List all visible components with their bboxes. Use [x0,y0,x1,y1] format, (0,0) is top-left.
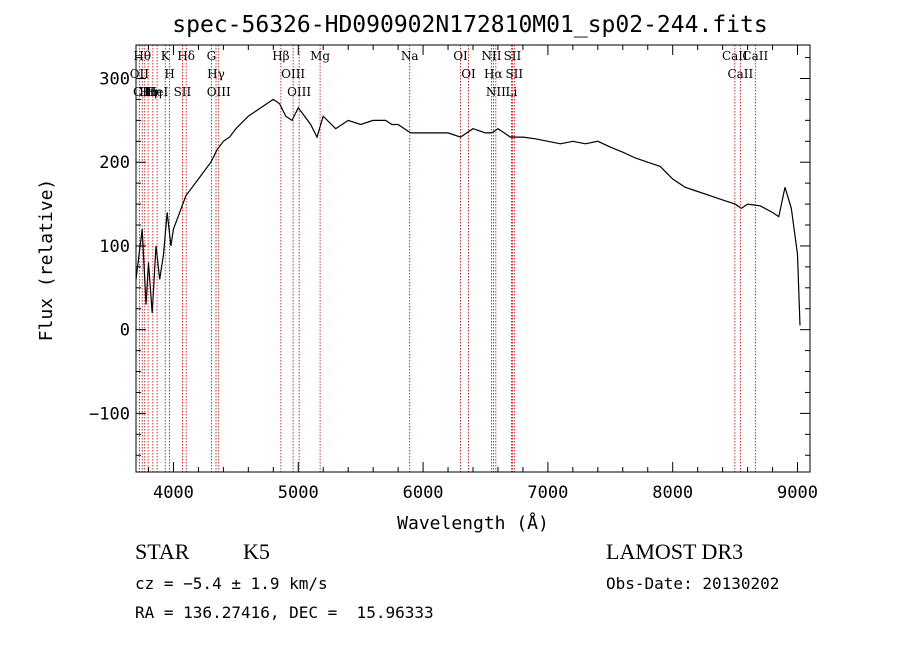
line-marker-label: OIII [207,85,231,99]
chart-title: spec-56326-HD090902N172810M01_sp02-244.f… [172,12,767,38]
object-subclass: K5 [243,539,270,564]
line-marker-label: OI [461,67,476,81]
flux-series-line [135,98,801,326]
line-marker-label: Na [401,49,419,63]
x-axis-label: Wavelength (Å) [397,512,549,534]
x-axis-ticks: 4000 5000 6000 7000 8000 9000 [147,45,818,503]
y-tick-label: 200 [99,153,130,173]
line-marker-label: Hδ [177,49,195,63]
line-marker-label: OIII [287,85,311,99]
line-marker-label: CaII [722,49,748,63]
y-tick-label: 300 [99,69,130,89]
line-marker-label: SII [504,49,522,63]
coordinates-text: RA = 136.27416, DEC = 15.96333 [135,603,434,622]
y-tick-label: −100 [89,404,130,424]
line-marker-label: OI [453,49,468,63]
redshift-text: cz = −5.4 ± 1.9 km/s [135,574,328,593]
x-tick-label: 9000 [777,483,818,503]
line-marker-label: OII [130,67,150,81]
plot-frame [135,44,811,473]
line-marker-label: OIII [281,67,305,81]
y-tick-label: 100 [99,237,130,257]
line-markers [138,45,756,472]
line-marker-label: Hα [484,67,503,81]
x-tick-label: 5000 [278,483,319,503]
y-axis-label: Flux (relative) [36,179,57,342]
line-marker-label: SII [174,85,192,99]
y-tick-label: 0 [120,321,130,341]
line-marker-label: NII [486,85,506,99]
line-marker-label: H [164,67,174,81]
line-marker-label: CaII [742,49,768,63]
line-marker-label: Mg [310,49,330,63]
line-marker-label: G [207,49,217,63]
line-marker-label: Hγ [207,67,225,81]
line-marker-label: CIII [133,85,157,99]
x-tick-label: 7000 [527,483,568,503]
line-marker-label: SII [505,67,523,81]
observation-date: Obs-Date: 20130202 [606,574,780,593]
line-marker-label: Hβ [272,49,289,63]
line-marker-label: Hθ [133,49,151,63]
y-axis-ticks: −100 0 100 200 300 [89,57,810,456]
line-marker-label: Hη [139,85,157,99]
x-tick-label: 8000 [652,483,693,503]
line-marker-label: CaII [727,67,753,81]
x-tick-label: 4000 [153,483,194,503]
survey-name: LAMOST DR3 [606,539,744,564]
object-class: STAR [135,539,190,564]
line-marker-label: NII [481,49,501,63]
line-marker-label: K [161,49,171,63]
line-marker-label: HeI [146,85,169,99]
line-marker-label: Li [506,85,518,99]
flux-series-group [135,98,801,326]
line-marker-label: Hη [144,85,162,99]
x-tick-label: 6000 [403,483,444,503]
